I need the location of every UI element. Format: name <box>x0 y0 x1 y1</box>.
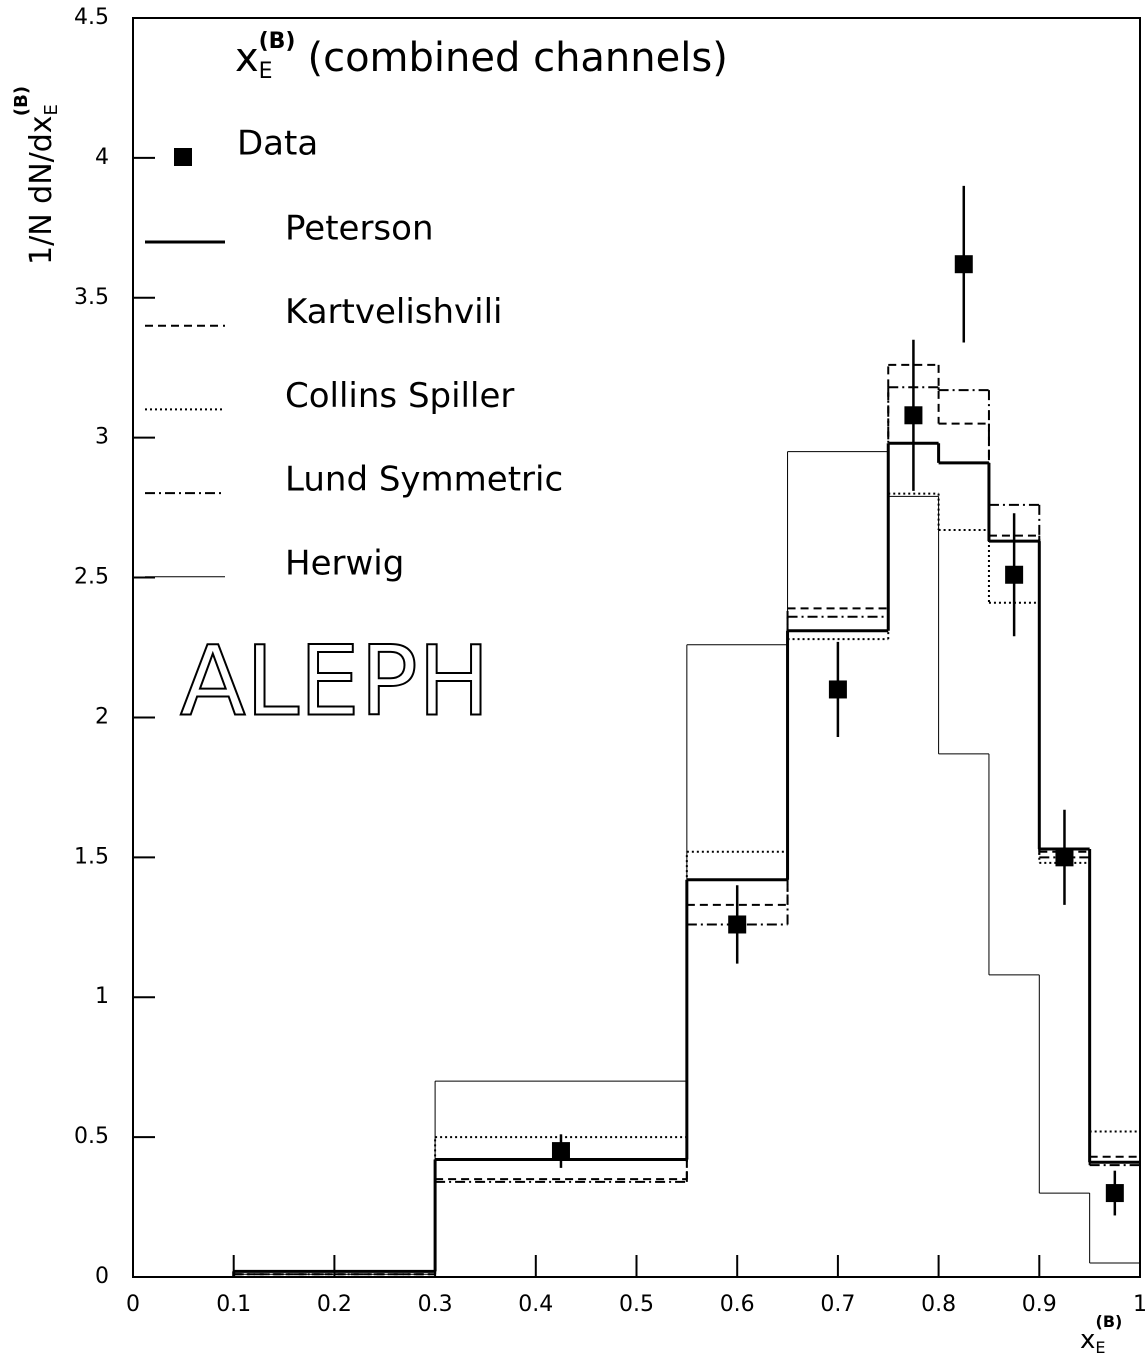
y-tick-label: 4.5 <box>74 5 109 30</box>
title-sub: E <box>259 59 273 84</box>
legend-label: Kartvelishvili <box>285 292 503 332</box>
x-tick-label: 0.2 <box>317 1292 352 1317</box>
ylabel-main: 1/N dN/dx <box>24 115 59 265</box>
y-tick-label: 0 <box>95 1264 109 1289</box>
x-tick-label: 0.6 <box>720 1292 755 1317</box>
data-point <box>904 406 923 425</box>
legend-marker <box>174 148 192 166</box>
x-axis-label: xE (B) <box>1080 1312 1122 1355</box>
data-point <box>1055 848 1074 867</box>
data-point <box>728 915 747 934</box>
x-tick-label: 0.3 <box>418 1292 453 1317</box>
data-point <box>954 255 973 274</box>
data-point <box>1105 1184 1124 1203</box>
x-tick-label: 0.4 <box>518 1292 553 1317</box>
x-tick-label: 0.7 <box>820 1292 855 1317</box>
x-tick-label: 0.1 <box>216 1292 251 1317</box>
xlabel-sub: E <box>1095 1338 1105 1355</box>
y-tick-label: 4 <box>95 145 109 170</box>
y-tick-label: 3 <box>95 425 109 450</box>
legend-label: Data <box>237 124 318 164</box>
legend-label: Collins Spiller <box>285 376 514 416</box>
y-tick-label: 2.5 <box>74 565 109 590</box>
chart-title: xE (B) (combined channels) <box>235 29 728 84</box>
y-tick-label: 0.5 <box>74 1124 109 1149</box>
title-sup: (B) <box>259 29 296 54</box>
legend-label: Lund Symmetric <box>285 460 563 500</box>
y-tick-label: 1 <box>95 984 109 1009</box>
y-tick-label: 2 <box>95 704 109 729</box>
y-tick-label: 3.5 <box>74 285 109 310</box>
x-tick-label: 0 <box>126 1292 140 1317</box>
legend-label: Peterson <box>285 209 434 249</box>
data-point <box>551 1142 570 1161</box>
legend-label: Herwig <box>285 543 404 583</box>
ylabel-sub: E <box>41 104 62 115</box>
data-point <box>1005 565 1024 584</box>
x-tick-label: 1 <box>1133 1292 1145 1317</box>
x-tick-label: 0.9 <box>1022 1292 1057 1317</box>
xlabel-main: x <box>1080 1325 1095 1355</box>
title-main: x <box>235 35 259 81</box>
data-point <box>828 680 847 699</box>
x-tick-label: 0.5 <box>619 1292 654 1317</box>
xlabel-sup: (B) <box>1096 1312 1123 1331</box>
x-tick-label: 0.8 <box>921 1292 956 1317</box>
experiment-annotation: ALEPH <box>180 625 490 737</box>
y-tick-label: 1.5 <box>74 844 109 869</box>
ylabel-sup: (B) <box>11 86 32 116</box>
y-axis-label: 1/N dN/dxE (B) <box>11 86 62 265</box>
title-rest: (combined channels) <box>307 35 727 81</box>
